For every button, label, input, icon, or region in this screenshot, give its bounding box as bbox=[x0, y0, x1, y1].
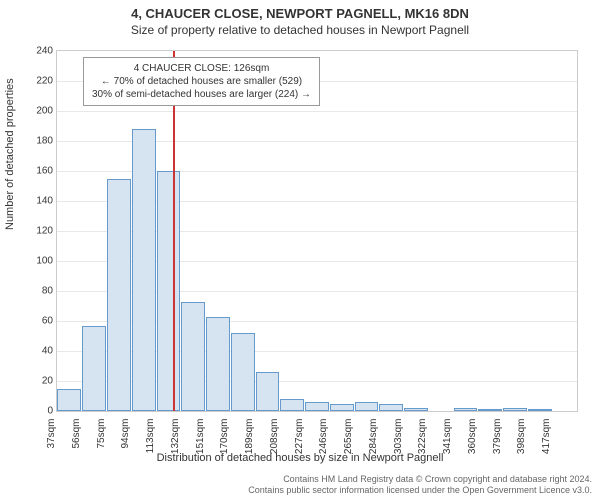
y-tick: 20 bbox=[42, 376, 53, 387]
x-tick: 379sqm bbox=[492, 419, 503, 455]
histogram-bar bbox=[256, 372, 280, 411]
y-tick: 80 bbox=[42, 286, 53, 297]
y-tick: 0 bbox=[47, 406, 53, 417]
x-tick: 113sqm bbox=[145, 419, 156, 454]
y-tick: 240 bbox=[36, 46, 53, 57]
x-tick: 189sqm bbox=[244, 419, 255, 455]
histogram-bar bbox=[330, 404, 354, 412]
gridline bbox=[57, 111, 577, 112]
y-tick: 200 bbox=[36, 106, 53, 117]
y-axis-label: Number of detached properties bbox=[4, 78, 16, 230]
x-tick: 246sqm bbox=[318, 419, 329, 455]
x-tick: 75sqm bbox=[96, 419, 107, 449]
x-tick: 132sqm bbox=[170, 419, 181, 455]
histogram-bar bbox=[503, 408, 527, 411]
info-line2: ← 70% of detached houses are smaller (52… bbox=[92, 75, 311, 88]
x-tick: 227sqm bbox=[294, 419, 305, 455]
histogram-bar bbox=[157, 171, 181, 411]
histogram-bar bbox=[379, 404, 403, 412]
x-tick: 151sqm bbox=[195, 419, 206, 455]
x-tick: 94sqm bbox=[120, 419, 131, 449]
x-tick: 208sqm bbox=[269, 419, 280, 455]
histogram-bar bbox=[355, 402, 379, 411]
y-tick: 120 bbox=[36, 226, 53, 237]
x-tick: 37sqm bbox=[46, 419, 57, 449]
histogram-bar bbox=[57, 389, 81, 412]
x-tick: 417sqm bbox=[541, 419, 552, 455]
x-tick: 398sqm bbox=[516, 419, 527, 455]
x-tick: 360sqm bbox=[467, 419, 478, 455]
histogram-bar bbox=[404, 408, 428, 411]
footer: Contains HM Land Registry data © Crown c… bbox=[0, 474, 592, 496]
info-box: 4 CHAUCER CLOSE: 126sqm ← 70% of detache… bbox=[83, 57, 320, 106]
info-line1: 4 CHAUCER CLOSE: 126sqm bbox=[92, 62, 311, 75]
histogram-bar bbox=[132, 129, 156, 411]
footer-line1: Contains HM Land Registry data © Crown c… bbox=[0, 474, 592, 485]
histogram-bar bbox=[231, 333, 255, 411]
x-axis-label: Distribution of detached houses by size … bbox=[0, 452, 600, 464]
y-tick: 220 bbox=[36, 76, 53, 87]
chart-container: 4, CHAUCER CLOSE, NEWPORT PAGNELL, MK16 … bbox=[0, 0, 600, 500]
histogram-bar bbox=[280, 399, 304, 411]
x-tick: 322sqm bbox=[417, 419, 428, 455]
histogram-bar bbox=[206, 317, 230, 412]
title-line1: 4, CHAUCER CLOSE, NEWPORT PAGNELL, MK16 … bbox=[0, 6, 600, 21]
x-tick: 170sqm bbox=[219, 419, 230, 455]
histogram-bar bbox=[305, 402, 329, 411]
x-tick: 265sqm bbox=[343, 419, 354, 455]
info-line3: 30% of semi-detached houses are larger (… bbox=[92, 88, 311, 101]
x-tick: 303sqm bbox=[393, 419, 404, 455]
histogram-bar bbox=[528, 409, 552, 411]
title-block: 4, CHAUCER CLOSE, NEWPORT PAGNELL, MK16 … bbox=[0, 0, 600, 37]
histogram-bar bbox=[82, 326, 106, 412]
y-tick: 100 bbox=[36, 256, 53, 267]
y-tick: 60 bbox=[42, 316, 53, 327]
y-tick: 140 bbox=[36, 196, 53, 207]
title-line2: Size of property relative to detached ho… bbox=[0, 23, 600, 37]
y-tick: 40 bbox=[42, 346, 53, 357]
histogram-bar bbox=[454, 408, 478, 411]
y-tick: 180 bbox=[36, 136, 53, 147]
x-tick: 56sqm bbox=[71, 419, 82, 449]
histogram-bar bbox=[181, 302, 205, 412]
histogram-bar bbox=[478, 409, 502, 411]
x-tick: 341sqm bbox=[442, 419, 453, 455]
chart-area: 02040608010012014016018020022024037sqm56… bbox=[56, 50, 578, 412]
y-tick: 160 bbox=[36, 166, 53, 177]
histogram-bar bbox=[107, 179, 131, 412]
x-tick: 284sqm bbox=[368, 419, 379, 455]
footer-line2: Contains public sector information licen… bbox=[0, 485, 592, 496]
